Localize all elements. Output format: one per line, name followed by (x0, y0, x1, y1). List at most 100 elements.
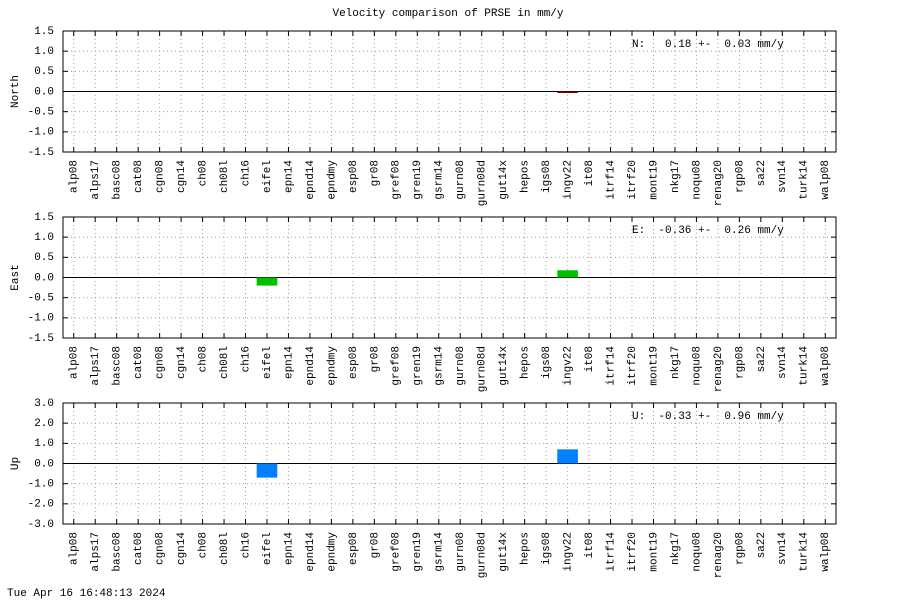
x-tick-label: cgn14 (176, 532, 188, 565)
x-tick-label: gren19 (412, 160, 424, 200)
annotation: E: -0.36 +- 0.26 mm/y (632, 225, 784, 237)
y-tick-label: 0.0 (34, 272, 54, 284)
x-tick-label: sa22 (756, 160, 768, 186)
x-tick-label: cat08 (133, 532, 145, 565)
x-tick-label: basc08 (112, 346, 124, 386)
x-tick-label: ch08 (197, 160, 209, 186)
x-tick-label: svn14 (777, 160, 789, 193)
x-tick-label: cat08 (133, 346, 145, 379)
x-tick-label: walp08 (820, 160, 832, 200)
x-tick-label: basc08 (112, 160, 124, 200)
x-tick-label: renag20 (713, 160, 725, 206)
x-tick-label: gref08 (391, 160, 403, 200)
x-tick-label: cgn14 (176, 346, 188, 379)
x-tick-label: walp08 (820, 532, 832, 572)
x-tick-label: cgn08 (155, 532, 167, 565)
x-tick-label: cgn08 (155, 160, 167, 193)
x-tick-label: noqu08 (691, 532, 703, 572)
x-tick-label: alp08 (69, 160, 81, 193)
x-tick-label: cat08 (133, 160, 145, 193)
x-tick-label: ch16 (240, 160, 252, 186)
x-tick-label: gref08 (391, 532, 403, 572)
x-tick-label: alps17 (90, 160, 102, 200)
x-tick-label: it08 (584, 346, 596, 372)
y-tick-label: -1.5 (28, 333, 54, 345)
x-tick-label: alps17 (90, 346, 102, 386)
y-tick-label: 1.0 (34, 46, 54, 58)
x-tick-label: nkg17 (670, 532, 682, 565)
y-tick-label: -3.0 (28, 519, 54, 531)
x-tick-label: gurn08d (477, 160, 489, 206)
x-tick-label: sa22 (756, 532, 768, 558)
x-tick-label: epndmy (326, 160, 338, 200)
y-tick-label: 3.0 (34, 398, 54, 410)
x-tick-label: ingv22 (563, 532, 575, 572)
chart-title: Velocity comparison of PRSE in mm/y (332, 8, 563, 20)
y-axis-label: East (10, 264, 22, 290)
bar (557, 270, 578, 278)
bar (557, 91, 578, 93)
x-tick-label: svn14 (777, 532, 789, 565)
x-tick-label: itrf20 (627, 160, 639, 200)
x-tick-label: it08 (584, 532, 596, 558)
y-tick-label: -1.5 (28, 147, 54, 159)
x-tick-label: igs08 (541, 160, 553, 193)
x-tick-label: rgp08 (734, 160, 746, 193)
x-tick-label: ch08 (197, 346, 209, 372)
x-tick-label: itrf14 (605, 532, 617, 572)
x-tick-label: turk14 (799, 346, 811, 386)
x-tick-label: ingv22 (563, 160, 575, 200)
x-tick-label: ingv22 (563, 346, 575, 386)
x-tick-label: noqu08 (691, 346, 703, 386)
x-tick-label: svn14 (777, 346, 789, 379)
x-tick-label: basc08 (112, 532, 124, 572)
x-tick-label: esp08 (348, 160, 360, 193)
bar (557, 449, 578, 464)
y-axis-label: North (10, 75, 22, 108)
y-tick-label: 0.5 (34, 252, 54, 264)
x-tick-label: turk14 (799, 532, 811, 572)
x-tick-label: gurn08d (477, 532, 489, 578)
x-tick-label: epnd14 (305, 346, 317, 386)
x-tick-label: gr08 (369, 160, 381, 186)
x-tick-label: noqu08 (691, 160, 703, 200)
x-tick-label: ch16 (240, 532, 252, 558)
y-tick-label: -0.5 (28, 107, 54, 119)
x-tick-label: epnd14 (305, 532, 317, 572)
x-tick-label: alp08 (69, 532, 81, 565)
x-tick-label: cgn14 (176, 160, 188, 193)
x-tick-label: alps17 (90, 532, 102, 572)
x-tick-label: rgp08 (734, 346, 746, 379)
timestamp: Tue Apr 16 16:48:13 2024 (7, 588, 166, 600)
x-tick-label: gurn08d (477, 346, 489, 392)
x-tick-label: igs08 (541, 346, 553, 379)
bar (256, 277, 278, 286)
annotation: U: -0.33 +- 0.96 mm/y (632, 411, 784, 423)
x-tick-label: mont19 (648, 532, 660, 572)
x-tick-label: renag20 (713, 532, 725, 578)
y-tick-label: -1.0 (28, 313, 54, 325)
x-tick-label: epn14 (283, 160, 295, 193)
y-tick-label: -1.0 (28, 479, 54, 491)
x-tick-label: cgn08 (155, 346, 167, 379)
x-tick-label: eifel (262, 346, 274, 379)
x-tick-label: alp08 (69, 346, 81, 379)
x-tick-label: itrf20 (627, 532, 639, 572)
x-tick-label: gurn08 (455, 346, 467, 386)
x-tick-label: it08 (584, 160, 596, 186)
x-tick-label: gsrm14 (434, 160, 446, 200)
x-tick-label: gut14x (498, 160, 510, 200)
x-tick-label: igs08 (541, 532, 553, 565)
y-tick-label: 1.5 (34, 26, 54, 38)
x-tick-label: epn14 (283, 532, 295, 565)
x-tick-label: gut14x (498, 346, 510, 386)
x-tick-label: gurn08 (455, 160, 467, 200)
y-tick-label: 1.0 (34, 438, 54, 450)
x-tick-label: mont19 (648, 346, 660, 386)
x-tick-label: rgp08 (734, 532, 746, 565)
x-tick-label: nkg17 (670, 346, 682, 379)
plot-frame (62, 216, 837, 339)
x-tick-label: gren19 (412, 532, 424, 572)
bar (256, 463, 278, 478)
